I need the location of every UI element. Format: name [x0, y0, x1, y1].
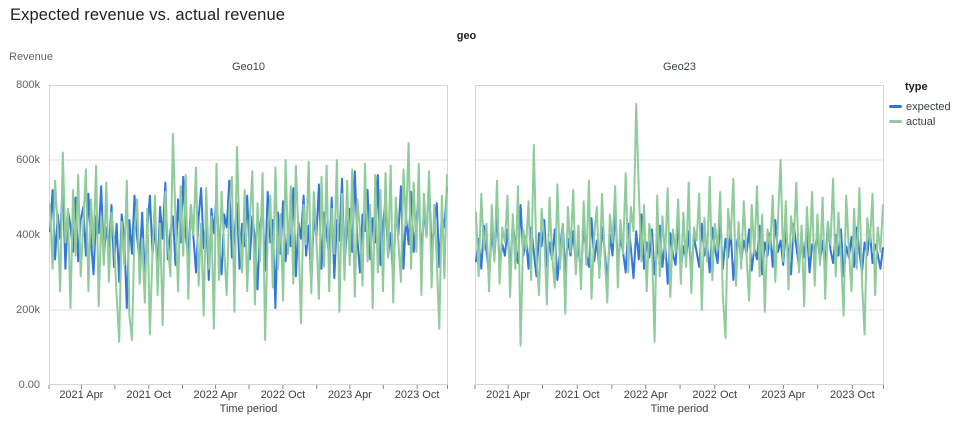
y-tick-label: 0.00: [18, 379, 40, 391]
actual-line-swatch-icon: [889, 120, 902, 123]
chart-title: Expected revenue vs. actual revenue: [10, 6, 286, 24]
series-line-expected: [49, 170, 448, 310]
y-tick-label: 800k: [16, 79, 40, 91]
expected-line-swatch-icon: [889, 105, 902, 108]
legend-item-label: expected: [906, 100, 951, 113]
y-tick-label: 600k: [16, 154, 40, 166]
x-tick-label: 2022 Oct: [260, 389, 306, 401]
facet-title-geo10: Geo10: [231, 61, 266, 73]
y-axis-title: Revenue: [9, 51, 54, 63]
x-tick-label: 2021 Oct: [126, 389, 172, 401]
x-axis-title-geo10: Time period: [219, 403, 278, 415]
plot-border: [49, 85, 448, 385]
legend-item-actual[interactable]: actual: [889, 114, 958, 129]
y-tick-label: 400k: [16, 229, 40, 241]
x-tick-label: 2021 Apr: [486, 389, 531, 401]
x-tick-label: 2022 Apr: [623, 389, 668, 401]
x-tick-label: 2023 Apr: [761, 389, 806, 401]
legend-title: type: [905, 81, 928, 93]
y-tick-label: 200k: [16, 304, 40, 316]
x-axis-title-geo23: Time period: [650, 403, 709, 415]
x-tick-label: 2021 Oct: [554, 389, 600, 401]
x-tick-label: 2022 Oct: [692, 389, 738, 401]
facet-field-label: geo: [456, 30, 477, 42]
x-tick-label: 2023 Apr: [327, 389, 372, 401]
x-tick-label: 2021 Apr: [59, 389, 104, 401]
x-tick-label: 2023 Oct: [830, 389, 875, 401]
series-line-actual: [475, 102, 884, 347]
legend: type expected actual: [889, 81, 958, 129]
plot-area-geo10[interactable]: [48, 85, 448, 391]
plot-area-geo23[interactable]: [474, 85, 884, 391]
plot-border: [475, 85, 884, 385]
x-tick-label: 2022 Apr: [193, 389, 238, 401]
facet-title-geo23: Geo23: [662, 61, 697, 73]
legend-item-expected[interactable]: expected: [889, 99, 958, 114]
x-tick-label: 2023 Oct: [394, 389, 440, 401]
series-line-actual: [49, 132, 448, 343]
legend-item-label: actual: [906, 115, 936, 128]
